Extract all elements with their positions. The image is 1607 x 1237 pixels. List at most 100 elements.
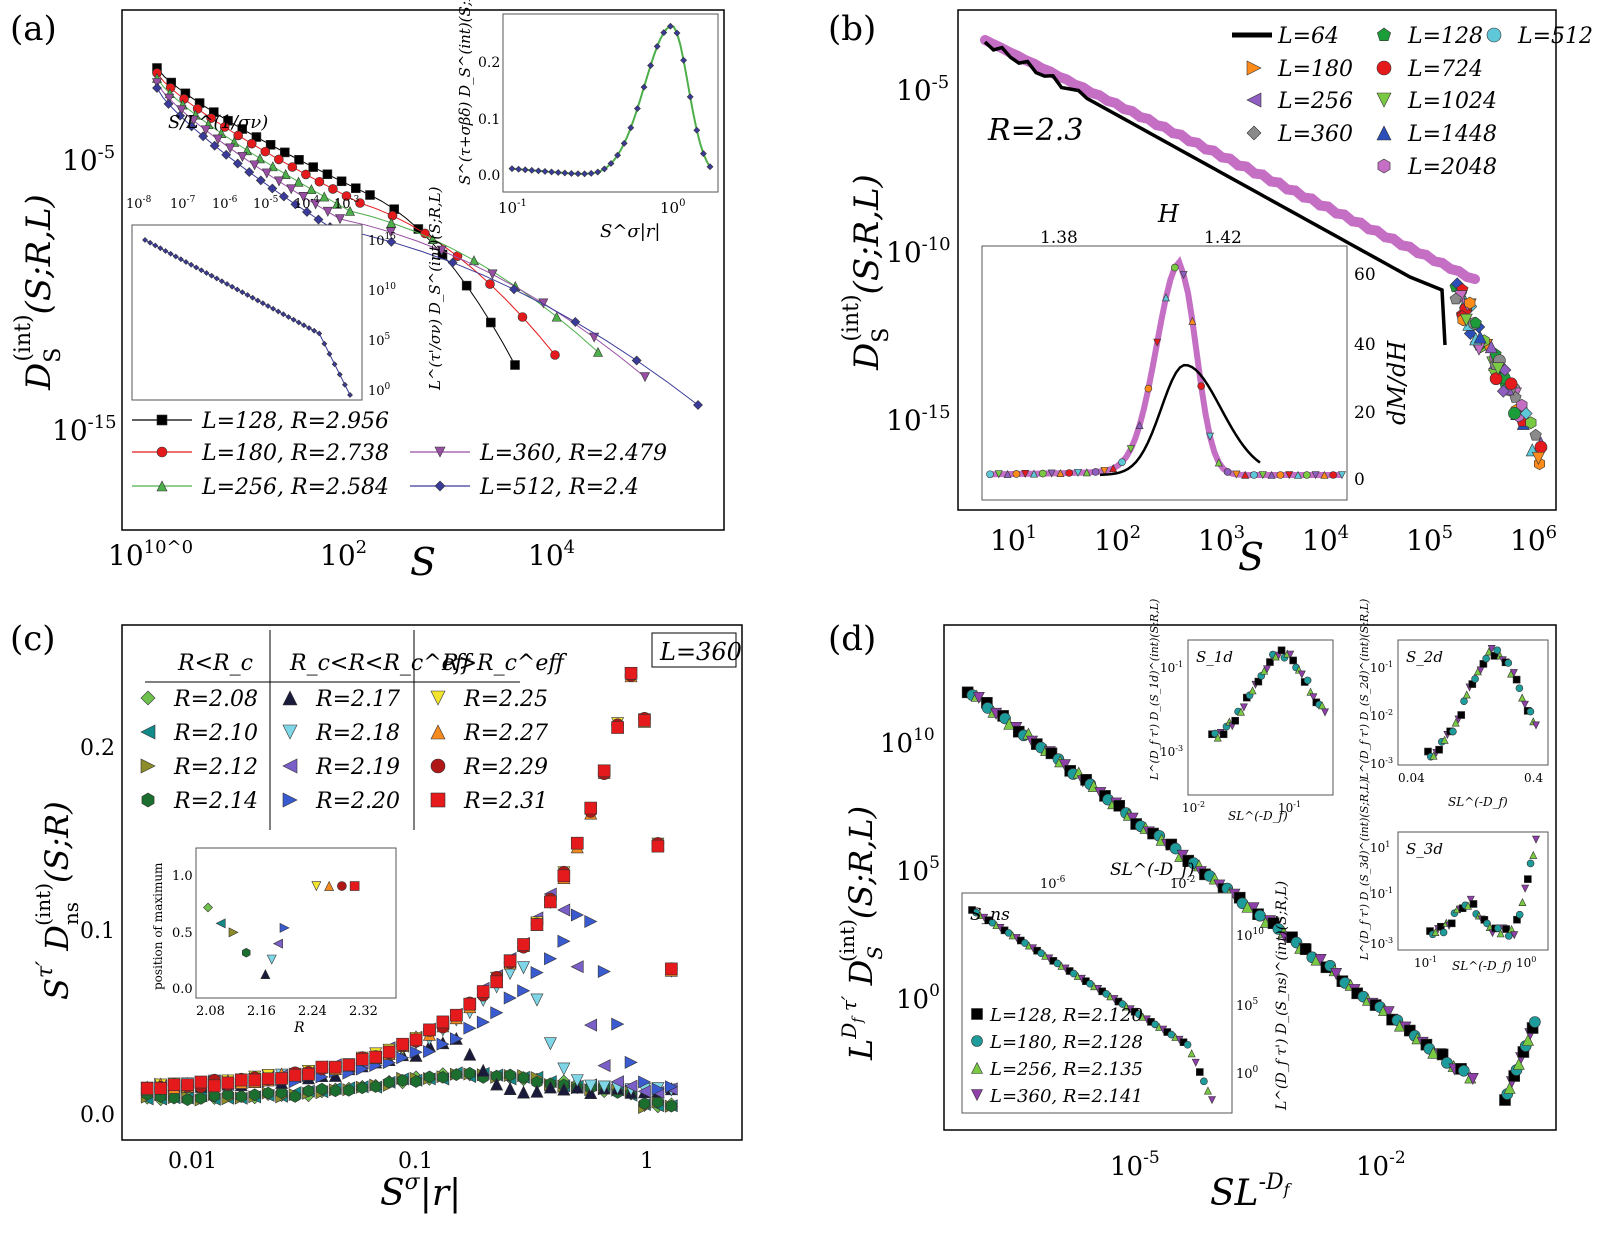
series-c-11-point (396, 1037, 409, 1051)
inset-d-ns-point (1200, 1077, 1208, 1086)
series-a-4-point (163, 99, 174, 109)
legend-b-marker (1246, 92, 1262, 108)
series-a-1-point (246, 138, 257, 149)
legend-c-text: R=2.20 (315, 789, 400, 814)
series-c-7-point (651, 1082, 665, 1096)
inset-c-point (260, 969, 271, 979)
series-c-3-point (518, 1071, 530, 1084)
legend-b-marker (1376, 27, 1392, 41)
series-c-11-point (423, 1023, 436, 1037)
series-a-0-point (251, 132, 262, 142)
series-a-4-point (209, 140, 220, 151)
inset-a-top-point (581, 170, 589, 178)
series-c-3-point (665, 1099, 677, 1113)
inset-d-3d-point (1521, 884, 1530, 893)
series-a-1-point (341, 191, 352, 201)
legend-c-marker (282, 792, 298, 808)
inset-d-2d-point (1471, 675, 1479, 683)
series-a-3-point (225, 143, 236, 154)
series-a-4-point (152, 83, 162, 93)
legend-c-text: R=2.25 (463, 687, 548, 712)
inset-b-point (1135, 421, 1144, 430)
panel-d-inset-3d-ytick-2: 10-3 (1370, 936, 1393, 951)
series-a-3-point (310, 199, 321, 210)
series-a-1-point (420, 228, 430, 239)
panel-a-inset-top-ylabel: S^(τ+σβδ) D_S^(int)(S;R,L) (456, 0, 474, 185)
series-d-point (1330, 967, 1343, 980)
series-b-tail-point (1491, 362, 1505, 376)
series-c-3-point (423, 1070, 435, 1084)
legend-c-marker (140, 690, 156, 706)
panel-c-label: (c) (10, 619, 56, 659)
series-c-5-point (543, 1037, 557, 1051)
series-b-tail-point (1459, 313, 1473, 327)
inset-a-top-point (673, 29, 681, 37)
series-c-11-point (154, 1081, 167, 1095)
panel-c-ytick-0: 0.0 (80, 1103, 115, 1128)
series-a-3-point (249, 160, 260, 171)
series-b-tail-point (1496, 384, 1510, 398)
inset-c-point (337, 881, 347, 891)
panel-a-ytick-1: 10-15 (52, 412, 117, 447)
series-c-3-point (302, 1084, 314, 1098)
panel-d-inset-1d-xlabel: SL^(-D_f) (1228, 809, 1288, 823)
inset-d-1d-point (1286, 650, 1295, 659)
inset-b-point (1338, 471, 1346, 480)
panel-d-inset-2d-data (1424, 645, 1540, 761)
inset-c-point (242, 947, 251, 958)
series-c-7-point (624, 1055, 638, 1069)
inset-b-point (1214, 458, 1223, 467)
inset-a-top-point (554, 169, 562, 176)
series-c-7-point (597, 964, 611, 978)
panel-a-xtick-0: 1010^0 (108, 537, 193, 572)
series-c-4-point (503, 1081, 517, 1095)
inset-a-top-point (627, 124, 635, 132)
series-c-7-point (436, 1037, 450, 1051)
inset-a-left-point (249, 294, 256, 301)
panel-d-frame (943, 624, 1557, 1131)
inset-d-ns-point (1187, 1049, 1196, 1058)
series-c-7-point (463, 1021, 477, 1035)
inset-d-ns-point (1183, 1040, 1192, 1049)
legend-a-marker (156, 480, 168, 492)
series-c-3-point (410, 1075, 422, 1088)
panel-b-label: (b) (828, 9, 876, 49)
series-c-4-point (476, 1063, 490, 1077)
panel-d-inset-2d-ytick-1: 10-2 (1370, 708, 1393, 723)
legend-b-text: L=64 (1277, 24, 1339, 49)
panel-d-inset-2d-xtick-1: 0.4 (1524, 771, 1543, 785)
inset-a-left-point (229, 283, 236, 290)
panel-a-inset-left-ytick-3: 100 (368, 382, 391, 399)
series-a-3-point (164, 93, 175, 104)
inset-a-left-point (218, 278, 225, 285)
inset-d-1d-point (1277, 646, 1286, 655)
inset-a-top-point (548, 168, 556, 176)
inset-b-point (1056, 469, 1065, 478)
legend-b-marker (1246, 125, 1262, 141)
panel-d-xlabel: SL-Df (1210, 1170, 1293, 1214)
panel-c-inset-xtick-3: 2.32 (349, 1004, 378, 1019)
series-c-11-point (503, 954, 517, 968)
legend-b-marker (1376, 60, 1392, 76)
panel-a-inset-top-xtick-0: 10-1 (498, 198, 527, 217)
series-a-3-point (188, 115, 199, 126)
inset-b-point (1126, 445, 1135, 454)
series-c-7-point (544, 952, 558, 966)
inset-d-3d-point (1529, 850, 1538, 859)
series-a-3-point (152, 78, 162, 89)
series-a-2-point (386, 217, 397, 228)
inset-d-2d-point (1487, 645, 1496, 654)
series-d-tail-point (1522, 1033, 1534, 1046)
inset-a-left-point (152, 242, 159, 249)
legend-c-text: R=2.18 (315, 721, 400, 746)
legend-b-marker (1486, 27, 1502, 43)
panel-c-inset-xtick-2: 2.24 (298, 1004, 327, 1019)
series-a-3-line (156, 82, 646, 378)
series-b-tail-point (1464, 296, 1476, 310)
series-a-0-point (350, 183, 361, 193)
series-a-1-point (355, 198, 365, 208)
series-a-0-point (461, 280, 472, 291)
series-a-1-point (260, 146, 271, 157)
series-a-4-point (570, 317, 581, 327)
legend-c-marker (282, 724, 298, 740)
